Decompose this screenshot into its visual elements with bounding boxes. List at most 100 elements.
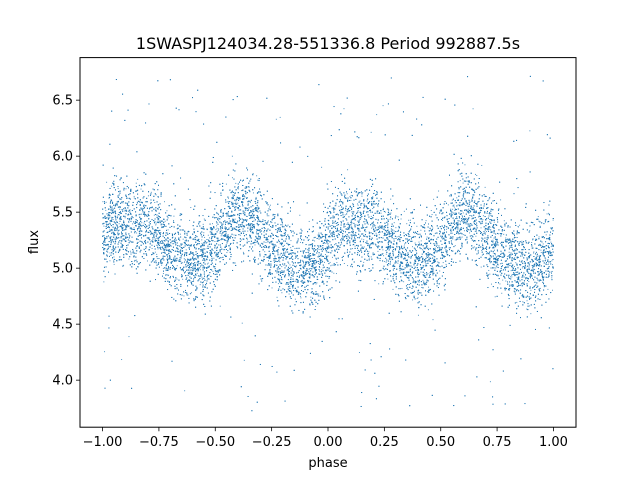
- data-point: [255, 232, 257, 234]
- data-point: [333, 272, 335, 274]
- data-point: [111, 236, 113, 238]
- data-point: [352, 202, 354, 204]
- data-point: [248, 200, 250, 202]
- data-point: [422, 274, 424, 276]
- data-point: [155, 194, 157, 196]
- data-point: [341, 243, 343, 245]
- data-point: [430, 276, 431, 278]
- data-point: [387, 265, 389, 267]
- data-point: [106, 248, 108, 250]
- data-point: [346, 193, 348, 195]
- data-point: [162, 247, 164, 249]
- data-point: [478, 216, 480, 218]
- data-point: [497, 250, 499, 252]
- data-point: [237, 202, 239, 204]
- data-point: [341, 237, 343, 239]
- data-point: [443, 238, 445, 240]
- data-point: [221, 216, 223, 218]
- data-point: [179, 233, 181, 235]
- data-point: [140, 207, 142, 209]
- data-point: [279, 254, 281, 256]
- data-point: [465, 223, 467, 225]
- data-point: [243, 210, 245, 212]
- data-point: [147, 195, 149, 197]
- data-point: [128, 336, 130, 338]
- data-point: [192, 258, 194, 260]
- data-point: [143, 222, 145, 224]
- data-point: [134, 260, 136, 262]
- data-point: [410, 292, 412, 294]
- data-point: [155, 224, 157, 226]
- data-point: [216, 227, 218, 229]
- data-point: [109, 224, 111, 226]
- data-point: [327, 255, 329, 257]
- data-point: [552, 264, 554, 266]
- data-point: [342, 203, 344, 205]
- data-point: [211, 240, 213, 241]
- data-point: [531, 242, 533, 243]
- data-point: [363, 261, 365, 263]
- data-point: [326, 248, 328, 250]
- data-point: [472, 239, 474, 241]
- data-point: [390, 256, 392, 258]
- data-point: [308, 268, 310, 270]
- data-point: [208, 237, 210, 239]
- data-point: [361, 195, 363, 197]
- data-point: [206, 247, 208, 249]
- data-point: [488, 269, 490, 271]
- data-point: [113, 210, 115, 212]
- data-point: [231, 177, 233, 179]
- data-point: [277, 278, 279, 280]
- data-point: [387, 278, 389, 280]
- data-point: [488, 213, 490, 215]
- data-point: [272, 246, 274, 248]
- data-point: [228, 227, 230, 229]
- data-point: [160, 232, 162, 234]
- data-point: [352, 213, 354, 215]
- data-point: [151, 247, 153, 249]
- data-point: [282, 253, 284, 255]
- data-point: [196, 272, 198, 274]
- data-point: [281, 266, 283, 268]
- data-point: [548, 263, 550, 265]
- data-point: [154, 202, 156, 203]
- data-point: [241, 218, 243, 220]
- data-point: [334, 244, 336, 246]
- data-point: [503, 220, 505, 222]
- data-point: [309, 254, 311, 256]
- data-point: [233, 234, 235, 236]
- data-point: [185, 249, 187, 251]
- data-point: [208, 278, 210, 280]
- data-point: [161, 223, 163, 225]
- data-point: [525, 278, 527, 280]
- data-point: [277, 283, 279, 285]
- data-point: [424, 272, 426, 274]
- data-point: [432, 319, 434, 321]
- data-point: [212, 265, 214, 267]
- data-point: [408, 275, 410, 277]
- data-point: [257, 211, 259, 213]
- data-point: [308, 220, 310, 222]
- data-point: [324, 254, 326, 256]
- data-point: [342, 201, 344, 203]
- data-point: [214, 240, 216, 242]
- data-point: [375, 232, 377, 234]
- data-point: [530, 273, 532, 275]
- data-point: [166, 274, 168, 276]
- data-point: [490, 215, 492, 217]
- data-point: [540, 249, 542, 251]
- data-point: [104, 351, 106, 353]
- data-point: [522, 301, 524, 303]
- data-point: [158, 231, 160, 233]
- data-point: [499, 283, 501, 285]
- data-point: [234, 209, 236, 211]
- data-point: [548, 212, 550, 214]
- data-point: [453, 206, 455, 208]
- data-point: [315, 283, 317, 285]
- data-point: [278, 230, 280, 232]
- data-point: [368, 257, 370, 259]
- data-point: [399, 237, 401, 239]
- data-point: [463, 234, 465, 236]
- data-point: [276, 296, 278, 298]
- data-point: [354, 245, 356, 247]
